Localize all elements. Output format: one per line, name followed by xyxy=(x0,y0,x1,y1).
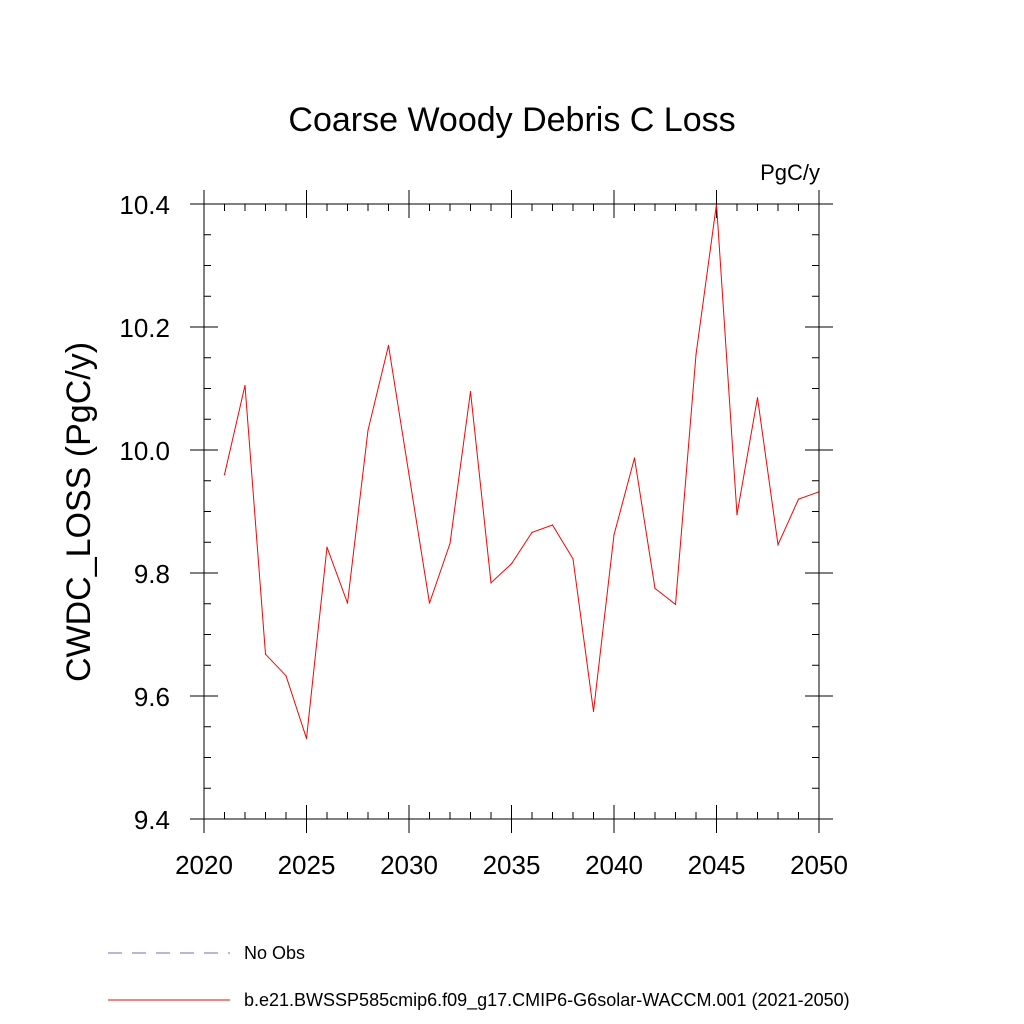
data-point xyxy=(674,603,677,605)
data-point xyxy=(264,653,267,655)
y-tick-label: 10.4 xyxy=(119,190,170,220)
data-point xyxy=(387,344,390,347)
data-point xyxy=(510,563,513,565)
data-point xyxy=(756,397,759,399)
data-point xyxy=(613,534,615,536)
data-point xyxy=(797,498,800,500)
data-point xyxy=(367,429,369,431)
data-point xyxy=(449,542,451,545)
x-tick-label: 2035 xyxy=(483,850,541,880)
chart-title: Coarse Woody Debris C Loss xyxy=(288,101,735,139)
axis-tick-labels: 2020 2025 2030 2035 2040 2045 2050 9.4 9.6 9.8 10.… xyxy=(119,190,848,880)
series-layer xyxy=(223,203,820,740)
x-tick-label: 2030 xyxy=(380,850,438,880)
x-tick-label: 2040 xyxy=(585,850,643,880)
y-tick-label: 9.6 xyxy=(134,682,170,712)
y-tick-label: 9.4 xyxy=(134,805,170,835)
y-tick-label: 9.8 xyxy=(134,559,170,589)
legend-label-no-obs: No Obs xyxy=(244,943,305,963)
x-tick-label: 2020 xyxy=(175,850,233,880)
y-tick-label: 10.0 xyxy=(119,436,170,466)
data-point xyxy=(408,474,410,476)
data-point xyxy=(551,524,554,526)
x-tick-label: 2025 xyxy=(278,850,336,880)
data-point xyxy=(592,710,595,712)
y-tick-label: 10.2 xyxy=(119,313,170,343)
data-point xyxy=(695,354,697,356)
axis-ticks xyxy=(190,190,833,833)
plot-frame xyxy=(203,203,820,820)
data-point xyxy=(777,544,779,546)
data-point xyxy=(285,675,287,677)
legend: No Obs b.e21.BWSSP585cmip6.f09_g17.CMIP6… xyxy=(108,943,850,1011)
data-point xyxy=(346,602,349,604)
data-point xyxy=(223,474,226,476)
x-tick-label: 2045 xyxy=(688,850,746,880)
y-axis-label: CWDC_LOSS (PgC/y) xyxy=(60,342,98,682)
data-point xyxy=(736,513,738,516)
data-point xyxy=(572,558,574,560)
data-point xyxy=(490,582,492,584)
data-point xyxy=(244,384,246,387)
series-line-1 xyxy=(224,203,820,739)
data-point xyxy=(633,457,636,459)
data-point xyxy=(326,546,328,548)
data-point xyxy=(531,531,533,534)
data-point xyxy=(428,602,431,604)
data-point xyxy=(654,587,656,589)
data-point xyxy=(469,390,472,393)
data-point xyxy=(305,737,308,740)
legend-label-model: b.e21.BWSSP585cmip6.f09_g17.CMIP6-G6sola… xyxy=(244,990,850,1011)
x-tick-label: 2050 xyxy=(790,850,848,880)
units-label: PgC/y xyxy=(760,160,820,185)
